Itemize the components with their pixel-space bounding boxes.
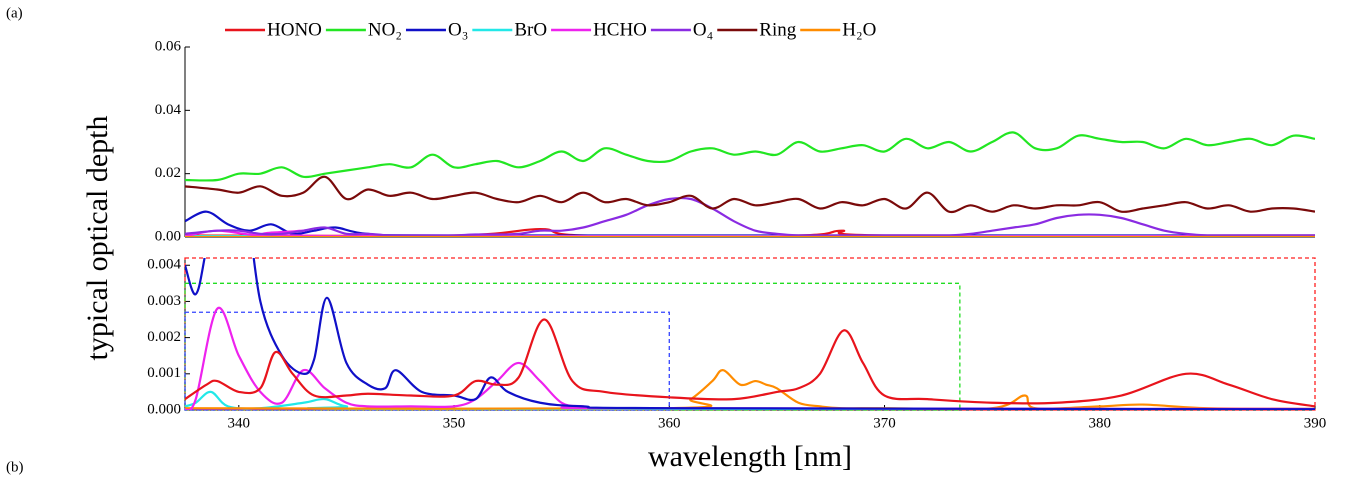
series-line (185, 131, 1315, 182)
x-tick-label: 390 (1304, 415, 1327, 431)
y-tick-label: 0.002 (147, 329, 181, 345)
fit-window (184, 282, 961, 411)
x-axis-label: wavelength [nm] (648, 440, 852, 473)
legend-label: H₂O (842, 19, 876, 40)
legend-label: HCHO (593, 19, 647, 40)
series-line (185, 210, 1315, 237)
x-tick-label: 380 (1089, 415, 1112, 431)
panel-label: (b) (6, 459, 24, 475)
y-tick-label: 0.00 (155, 228, 181, 244)
y-tick-label: 0.04 (155, 102, 182, 118)
y-axis-label: typical optical depth (81, 116, 114, 361)
x-tick-label: 350 (443, 415, 466, 431)
plot-area (185, 258, 1315, 410)
y-tick-label: 0.02 (155, 165, 181, 181)
fit-window (184, 311, 670, 411)
legend-label: O₄ (693, 19, 713, 40)
series-line (185, 175, 1315, 214)
legend-label: NO₂ (368, 19, 402, 40)
y-tick-label: 0.001 (147, 365, 181, 381)
legend-label: Ring (759, 19, 796, 40)
y-tick-label: 0.06 (155, 38, 182, 54)
series-line (185, 318, 1315, 408)
legend-label: HONO (267, 19, 322, 40)
plot-area (185, 131, 1315, 237)
series-line (185, 196, 1315, 237)
series-line (185, 369, 1315, 410)
y-tick-label: 0.004 (147, 257, 181, 273)
panel-label: (a) (6, 5, 23, 21)
y-tick-label: 0.000 (147, 401, 181, 417)
series-line (185, 306, 1315, 410)
series-line (185, 258, 1315, 410)
x-tick-label: 340 (228, 415, 251, 431)
legend-label: BrO (514, 19, 547, 40)
legend-label: O₃ (448, 19, 468, 40)
x-tick-label: 370 (873, 415, 896, 431)
x-tick-label: 360 (658, 415, 681, 431)
y-tick-label: 0.003 (147, 293, 181, 309)
